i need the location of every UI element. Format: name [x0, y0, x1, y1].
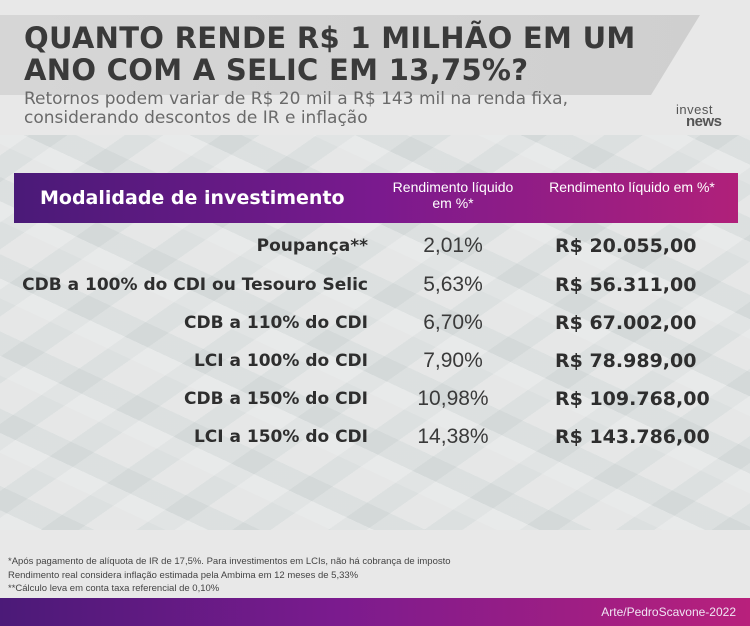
header: QUANTO RENDE R$ 1 MILHÃO EM UM ANO COM A…: [0, 0, 750, 135]
header-rendimento-pct: Rendimento líquido em %*: [392, 179, 514, 211]
table-row: LCI a 150% do CDI 14,38% R$ 143.786,00: [0, 419, 750, 455]
footnote: **Cálculo leva em conta taxa referencial…: [8, 583, 220, 594]
table-row: CDB a 100% do CDI ou Tesouro Selic 5,63%…: [0, 267, 750, 303]
row-modalidade: Poupança**: [256, 236, 368, 256]
table-row: Poupança** 2,01% R$ 20.055,00: [0, 228, 750, 264]
footnotes: *Após pagamento de alíquota de IR de 17,…: [0, 530, 750, 598]
row-liquido: R$ 20.055,00: [555, 235, 697, 257]
row-modalidade: CDB a 150% do CDI: [184, 389, 368, 409]
page-title: QUANTO RENDE R$ 1 MILHÃO EM UM ANO COM A…: [24, 21, 636, 87]
row-pct: 7,90%: [423, 349, 483, 372]
table-row: CDB a 110% do CDI 6,70% R$ 67.002,00: [0, 305, 750, 341]
footnote: *Após pagamento de alíquota de IR de 17,…: [8, 556, 451, 567]
row-liquido: R$ 67.002,00: [555, 312, 697, 334]
row-pct: 6,70%: [423, 311, 483, 334]
header-rendimento-liquido: Rendimento líquido em %*: [549, 179, 715, 195]
row-pct: 10,98%: [417, 387, 489, 410]
row-liquido: R$ 56.311,00: [555, 274, 697, 296]
table-header: Modalidade de investimento Rendimento lí…: [14, 173, 738, 223]
table-row: CDB a 150% do CDI 10,98% R$ 109.768,00: [0, 381, 750, 417]
row-liquido: R$ 109.768,00: [555, 388, 710, 410]
row-pct: 5,63%: [423, 273, 483, 296]
logo-line-1: invest: [676, 102, 713, 117]
row-liquido: R$ 143.786,00: [555, 426, 710, 448]
footnote: Rendimento real considera inflação estim…: [8, 570, 359, 581]
row-liquido: R$ 78.989,00: [555, 350, 697, 372]
investnews-logo: invest news: [676, 102, 738, 130]
row-modalidade: CDB a 100% do CDI ou Tesouro Selic: [22, 275, 368, 295]
credit-text: Arte/PedroScavone-2022: [601, 605, 736, 619]
row-pct: 14,38%: [417, 425, 489, 448]
footer-bar: Arte/PedroScavone-2022: [0, 598, 750, 626]
row-modalidade: LCI a 100% do CDI: [193, 351, 368, 371]
logo-line-2: news: [686, 113, 722, 130]
row-pct: 2,01%: [423, 234, 483, 257]
row-modalidade: CDB a 110% do CDI: [184, 313, 368, 333]
page-subtitle: Retornos podem variar de R$ 20 mil a R$ …: [24, 89, 568, 128]
title-band: [0, 15, 700, 95]
table-row: LCI a 100% do CDI 7,90% R$ 78.989,00: [0, 343, 750, 379]
header-modalidade: Modalidade de investimento: [40, 187, 345, 209]
row-modalidade: LCI a 150% do CDI: [193, 427, 368, 447]
